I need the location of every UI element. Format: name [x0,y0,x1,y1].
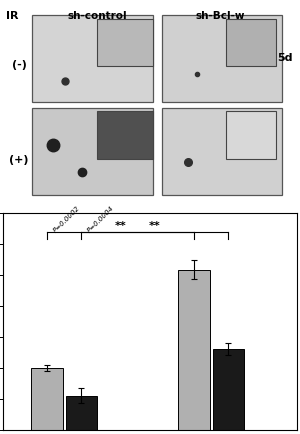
Bar [226,20,276,67]
Text: **: ** [115,220,127,230]
Bar [97,112,153,159]
Bar [226,112,276,159]
Bar [32,368,63,430]
Text: **: ** [149,220,161,230]
Text: sh-control: sh-control [67,10,127,20]
Text: 5d: 5d [277,53,292,62]
Text: (-): (-) [12,60,27,70]
Text: P=0.0002: P=0.0002 [52,204,81,233]
Text: (+): (+) [9,155,29,164]
Bar [66,396,97,430]
Bar [32,108,153,195]
Text: sh-Bcl-w: sh-Bcl-w [196,10,245,20]
Bar [213,349,244,430]
Bar [178,270,210,430]
Text: P=0.0004: P=0.0004 [86,204,115,233]
Bar [162,16,282,103]
Bar [32,16,153,103]
Text: IR: IR [6,10,18,20]
Bar [162,108,282,195]
Bar [97,20,153,67]
